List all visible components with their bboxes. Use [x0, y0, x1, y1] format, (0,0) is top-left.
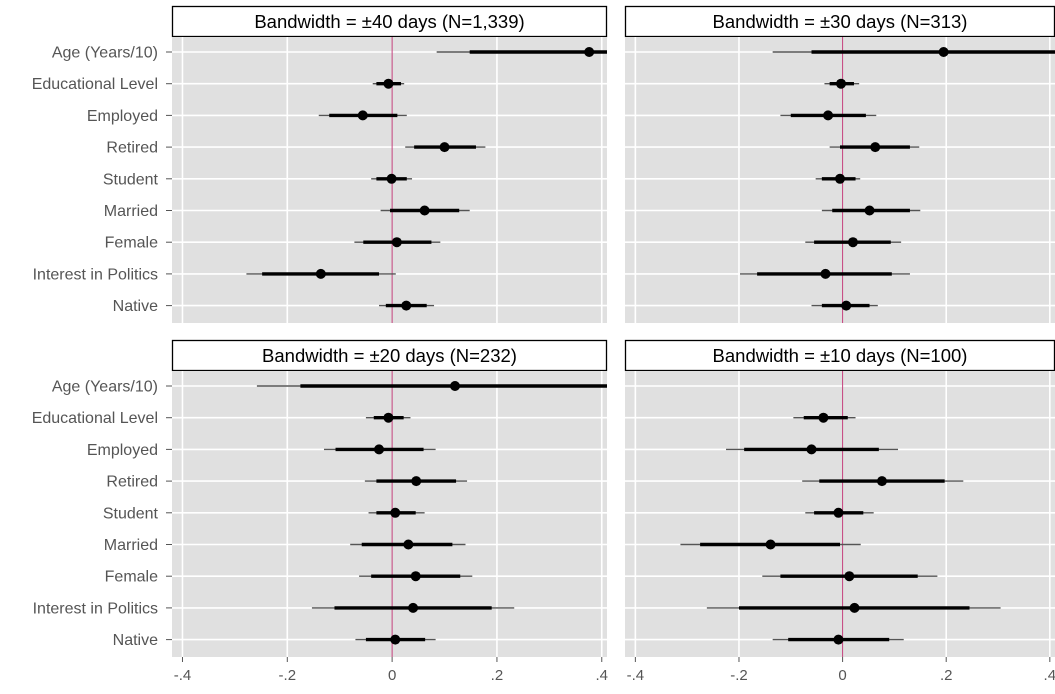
- point-estimate: [410, 571, 421, 582]
- point-estimate: [383, 78, 394, 89]
- y-tick-label: Retired: [106, 474, 158, 491]
- y-tick-label: Native: [113, 632, 158, 649]
- x-tick-label: .2: [940, 667, 953, 684]
- point-estimate: [403, 539, 414, 550]
- point-estimate: [849, 602, 860, 613]
- point-estimate: [841, 300, 852, 311]
- point-estimate: [439, 142, 450, 153]
- x-tick-label: .4: [596, 667, 609, 684]
- point-estimate: [386, 173, 397, 184]
- y-tick-label: Employed: [87, 108, 158, 125]
- x-tick-label: .4: [1044, 667, 1055, 684]
- point-estimate: [401, 300, 412, 311]
- facet-strip: [171, 5, 608, 38]
- y-tick-label: Student: [103, 171, 159, 188]
- y-tick-label: Married: [104, 203, 158, 220]
- point-estimate: [391, 237, 402, 248]
- y-tick-label: Interest in Politics: [33, 266, 158, 283]
- x-tick-label: 0: [838, 667, 846, 684]
- point-estimate: [383, 412, 394, 423]
- point-estimate: [818, 412, 829, 423]
- y-tick-label: Native: [113, 298, 158, 315]
- facet-title: Bandwidth = ±30 days (N=313): [713, 11, 968, 32]
- point-estimate: [315, 268, 326, 279]
- facet-title: Bandwidth = ±40 days (N=1,339): [254, 11, 524, 32]
- point-estimate: [357, 110, 368, 121]
- y-tick-label: Age (Years/10): [52, 45, 158, 62]
- point-estimate: [876, 476, 887, 487]
- point-estimate: [374, 444, 385, 455]
- point-estimate: [390, 507, 401, 518]
- point-estimate: [833, 507, 844, 518]
- point-estimate: [390, 634, 401, 645]
- point-estimate: [938, 47, 949, 57]
- y-tick-label: Educational Level: [32, 410, 158, 427]
- point-estimate: [844, 571, 855, 582]
- point-estimate: [765, 539, 776, 550]
- point-estimate: [806, 444, 817, 455]
- x-tick-label: -.2: [279, 667, 297, 684]
- point-estimate: [833, 634, 844, 645]
- y-tick-label: Student: [103, 505, 159, 522]
- point-estimate: [836, 78, 847, 89]
- facet-panel: Bandwidth = ±10 days (N=100) -.4 -.2 0 .2 .4: [624, 339, 1055, 684]
- x-tick-label: -.4: [174, 667, 192, 684]
- point-estimate: [870, 142, 881, 153]
- x-tick-label: -.4: [627, 667, 645, 684]
- point-estimate: [450, 381, 461, 391]
- point-estimate: [864, 205, 875, 216]
- y-tick-label: Educational Level: [32, 76, 158, 93]
- y-tick-label: Married: [104, 537, 158, 554]
- y-tick-label: Retired: [106, 140, 158, 157]
- facet-panel: Bandwidth = ±30 days (N=313): [624, 5, 1055, 323]
- point-estimate: [847, 237, 858, 248]
- point-estimate: [584, 47, 595, 57]
- x-tick-label: 0: [388, 667, 396, 684]
- facet-panel: Bandwidth = ±20 days (N=232) Age (Years/1…: [32, 339, 609, 684]
- facet-strip: [624, 5, 1055, 38]
- point-estimate: [835, 173, 845, 184]
- facet-title: Bandwidth = ±20 days (N=232): [262, 345, 517, 366]
- y-tick-label: Female: [105, 235, 158, 252]
- point-estimate: [411, 476, 422, 487]
- y-tick-label: Employed: [87, 442, 158, 459]
- facet-panel: Bandwidth = ±40 days (N=1,339) Age (Years…: [32, 5, 608, 323]
- x-tick-label: .2: [491, 667, 504, 684]
- x-tick-label: -.2: [730, 667, 748, 684]
- y-tick-label: Female: [105, 569, 158, 586]
- point-estimate: [823, 110, 834, 121]
- point-estimate: [419, 205, 430, 216]
- y-tick-label: Interest in Politics: [33, 600, 158, 617]
- y-tick-label: Age (Years/10): [52, 379, 158, 396]
- facet-strip: [624, 339, 1055, 372]
- facet-title: Bandwidth = ±10 days (N=100): [713, 345, 968, 366]
- point-estimate: [408, 602, 419, 613]
- facet-strip: [171, 339, 608, 372]
- point-estimate: [820, 268, 831, 279]
